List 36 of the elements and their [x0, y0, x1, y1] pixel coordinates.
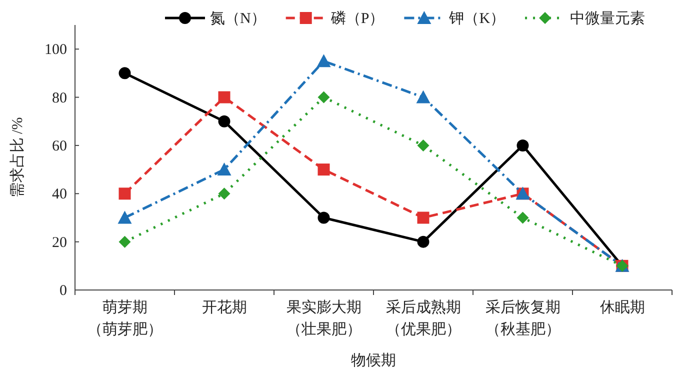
x-tick-label: 休眠期: [600, 299, 645, 316]
y-tick-label: 20: [52, 234, 67, 251]
x-tick-label: 采后成熟期（优果肥）: [386, 299, 461, 338]
point: [516, 139, 529, 152]
point: [318, 164, 330, 176]
y-tick-label: 100: [44, 42, 67, 58]
x-tick-label: 萌芽期（萌芽肥）: [87, 299, 162, 338]
legend-label: 磷（P）: [330, 10, 384, 27]
x-tick-label: 果实膨大期（壮果肥）: [286, 299, 362, 338]
y-tick-label: 80: [52, 90, 67, 106]
y-axis-title: 需求占比 /%: [9, 117, 26, 198]
point: [118, 210, 132, 224]
y-tick-label: 60: [52, 138, 67, 154]
point: [318, 212, 330, 224]
x-tick-label: 采后恢复期（秋基肥）: [485, 299, 560, 338]
y-tick-label: 40: [52, 186, 67, 203]
legend-label: 中微量元素: [570, 10, 646, 27]
point: [118, 188, 131, 200]
point: [316, 54, 331, 68]
legend-label: 氮（N）: [210, 11, 266, 27]
y-tick-label: 0: [60, 283, 67, 299]
point: [218, 91, 230, 104]
x-axis-title: 物候期: [351, 352, 396, 369]
point: [417, 139, 430, 152]
point: [118, 67, 131, 80]
point: [416, 90, 430, 104]
point: [516, 212, 529, 224]
point: [217, 162, 232, 176]
x-tick-label: 开花期: [202, 299, 247, 316]
legend-label: 钾（K）: [448, 11, 506, 27]
point: [218, 188, 230, 200]
point: [318, 91, 330, 104]
point: [218, 115, 230, 128]
point: [417, 212, 430, 224]
point: [417, 236, 430, 248]
point: [118, 236, 131, 248]
